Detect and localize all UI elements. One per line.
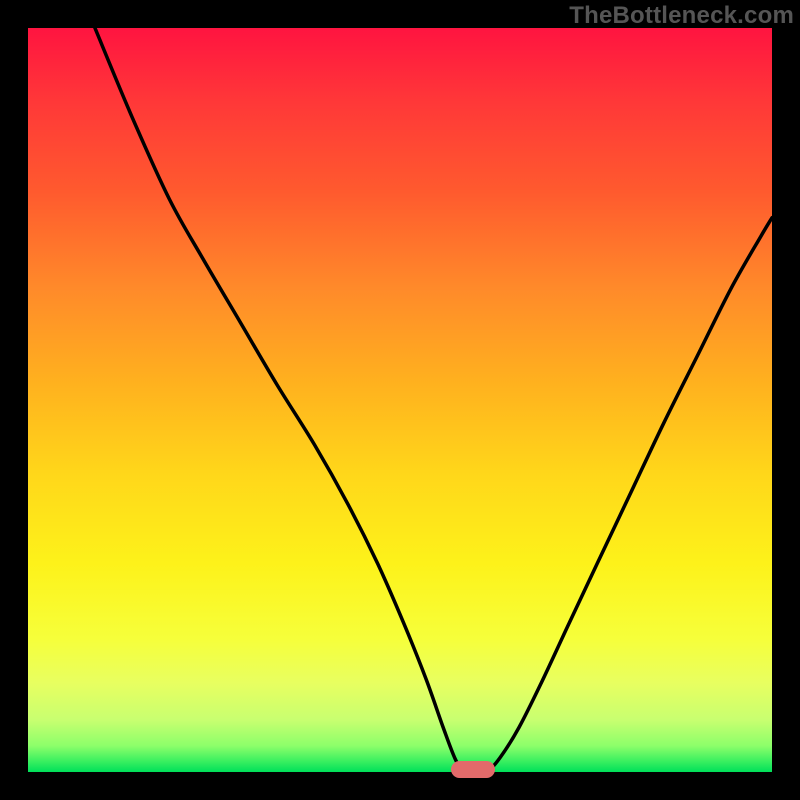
apex-marker: [451, 761, 495, 778]
plot-svg: [28, 28, 772, 772]
plot-area: [28, 28, 772, 772]
plot-background: [28, 28, 772, 772]
chart-root: TheBottleneck.com: [0, 0, 800, 800]
watermark-text: TheBottleneck.com: [569, 2, 794, 30]
